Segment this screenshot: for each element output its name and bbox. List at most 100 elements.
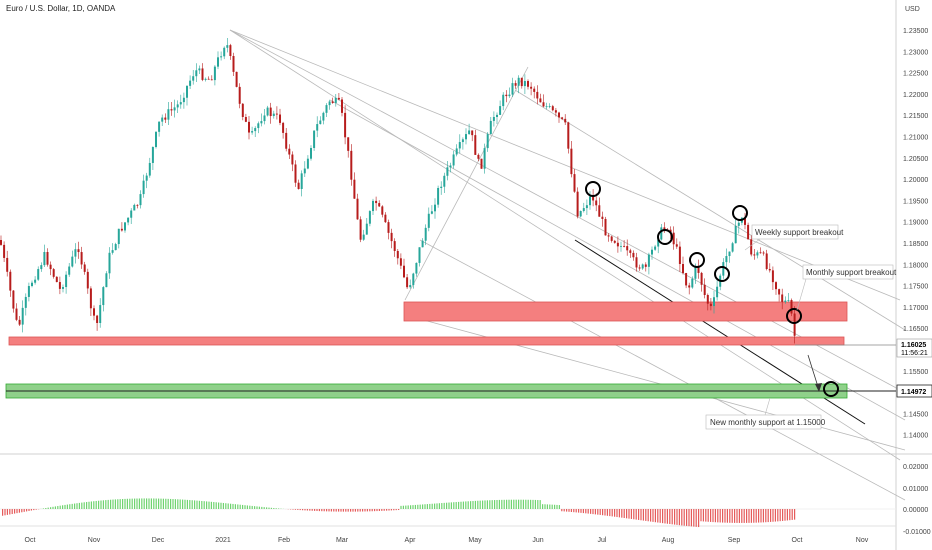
price-tick-label: 1.16500 bbox=[903, 326, 928, 333]
osc-bar bbox=[359, 509, 361, 512]
osc-bar bbox=[318, 509, 320, 512]
candle-body bbox=[102, 287, 105, 306]
candle-body bbox=[511, 83, 514, 95]
circle-marker bbox=[786, 308, 802, 324]
time-axis[interactable]: Oct Nov Dec 2021 Feb Mar Apr May Jun Jul Aug Sep Oct… bbox=[25, 537, 869, 544]
osc-bar bbox=[330, 509, 332, 512]
candle-body bbox=[592, 196, 595, 201]
candle-body bbox=[542, 102, 545, 107]
osc-bar bbox=[95, 500, 97, 509]
osc-bar bbox=[338, 509, 340, 512]
osc-tick-label: 0.00000 bbox=[903, 507, 928, 514]
candle-body bbox=[167, 109, 170, 120]
osc-bar bbox=[604, 509, 606, 516]
candle-body bbox=[288, 148, 291, 155]
candle-body bbox=[598, 205, 601, 217]
candle-body bbox=[182, 97, 185, 103]
candle-body bbox=[626, 246, 629, 251]
osc-bar bbox=[590, 509, 592, 514]
osc-bar bbox=[237, 504, 239, 509]
osc-bar bbox=[230, 503, 232, 509]
osc-bar bbox=[482, 500, 484, 509]
candle-body bbox=[489, 120, 492, 135]
osc-bar bbox=[518, 499, 520, 509]
candle-body bbox=[350, 150, 353, 180]
osc-bar bbox=[83, 502, 85, 509]
candle-body bbox=[244, 117, 247, 122]
osc-bar bbox=[278, 508, 280, 509]
osc-bar bbox=[78, 502, 80, 509]
candle-body bbox=[722, 262, 725, 276]
candle-body bbox=[567, 122, 570, 149]
osc-bar bbox=[42, 508, 44, 509]
osc-bar bbox=[657, 509, 659, 523]
osc-bar bbox=[297, 509, 299, 510]
osc-bar bbox=[467, 501, 469, 509]
osc-bar bbox=[743, 509, 745, 523]
osc-bar bbox=[21, 509, 23, 513]
oscillator-axis[interactable]: 0.02000 0.01000 0.00000 -0.01000 bbox=[903, 464, 931, 536]
candle-body bbox=[713, 297, 715, 307]
osc-bar bbox=[114, 499, 116, 509]
osc-bar bbox=[765, 509, 767, 523]
osc-bar bbox=[419, 504, 421, 509]
osc-bar bbox=[62, 505, 64, 509]
osc-bar bbox=[98, 500, 100, 509]
price-tick-label: 1.18500 bbox=[903, 241, 928, 248]
osc-bar bbox=[616, 509, 618, 518]
time-tick-label: Jul bbox=[598, 537, 607, 544]
osc-bar bbox=[630, 509, 632, 519]
candle-body bbox=[604, 218, 607, 236]
annotation-new-support[interactable]: New monthly support at 1.15000 bbox=[705, 397, 826, 430]
osc-bar bbox=[458, 501, 460, 509]
osc-bar bbox=[81, 502, 83, 509]
osc-bar bbox=[614, 509, 616, 517]
candle-body bbox=[232, 56, 235, 72]
countdown-value: 11:56:21 bbox=[901, 350, 928, 357]
osc-bar bbox=[501, 499, 503, 509]
annotation-weekly-text: Weekly support breakout bbox=[755, 228, 844, 237]
osc-bar bbox=[357, 509, 359, 512]
annotation-weekly[interactable]: Weekly support breakout bbox=[744, 224, 844, 251]
candle-body bbox=[229, 45, 232, 57]
annotation-monthly[interactable]: Monthly support breakout bbox=[796, 264, 897, 311]
candle-body bbox=[756, 252, 759, 256]
candle-body bbox=[437, 187, 440, 205]
candle-body bbox=[241, 103, 244, 118]
time-tick-label: Apr bbox=[405, 537, 417, 544]
candle-body bbox=[96, 315, 99, 323]
candle-body bbox=[359, 219, 362, 240]
osc-bar bbox=[14, 509, 16, 514]
candle-body bbox=[399, 258, 402, 266]
osc-bar bbox=[414, 504, 416, 509]
currency-label[interactable]: USD bbox=[905, 6, 920, 13]
osc-bar bbox=[376, 509, 378, 512]
candle-body bbox=[390, 232, 393, 242]
osc-bar bbox=[789, 509, 791, 521]
osc-bar bbox=[446, 502, 448, 509]
candle-body bbox=[607, 235, 610, 237]
osc-bar bbox=[633, 509, 635, 520]
osc-bar bbox=[316, 509, 318, 511]
osc-bar bbox=[23, 509, 25, 512]
osc-bar bbox=[645, 509, 647, 521]
candle-body bbox=[378, 203, 381, 207]
osc-bar bbox=[304, 509, 306, 511]
candle-body bbox=[164, 117, 167, 120]
osc-bar bbox=[753, 509, 755, 523]
candle-body bbox=[688, 285, 691, 288]
upper-red-zone bbox=[403, 301, 848, 322]
candle-body bbox=[297, 182, 300, 189]
lower-red-zone bbox=[8, 336, 845, 346]
osc-bar bbox=[220, 502, 222, 509]
candle-body bbox=[430, 211, 433, 214]
osc-bar bbox=[275, 508, 277, 509]
candle-body bbox=[406, 277, 409, 288]
candle-body bbox=[480, 158, 483, 169]
candle-body bbox=[601, 216, 604, 219]
candle-body bbox=[89, 288, 92, 309]
osc-bar bbox=[544, 504, 546, 509]
osc-bar bbox=[465, 501, 467, 509]
osc-bar bbox=[59, 505, 61, 509]
